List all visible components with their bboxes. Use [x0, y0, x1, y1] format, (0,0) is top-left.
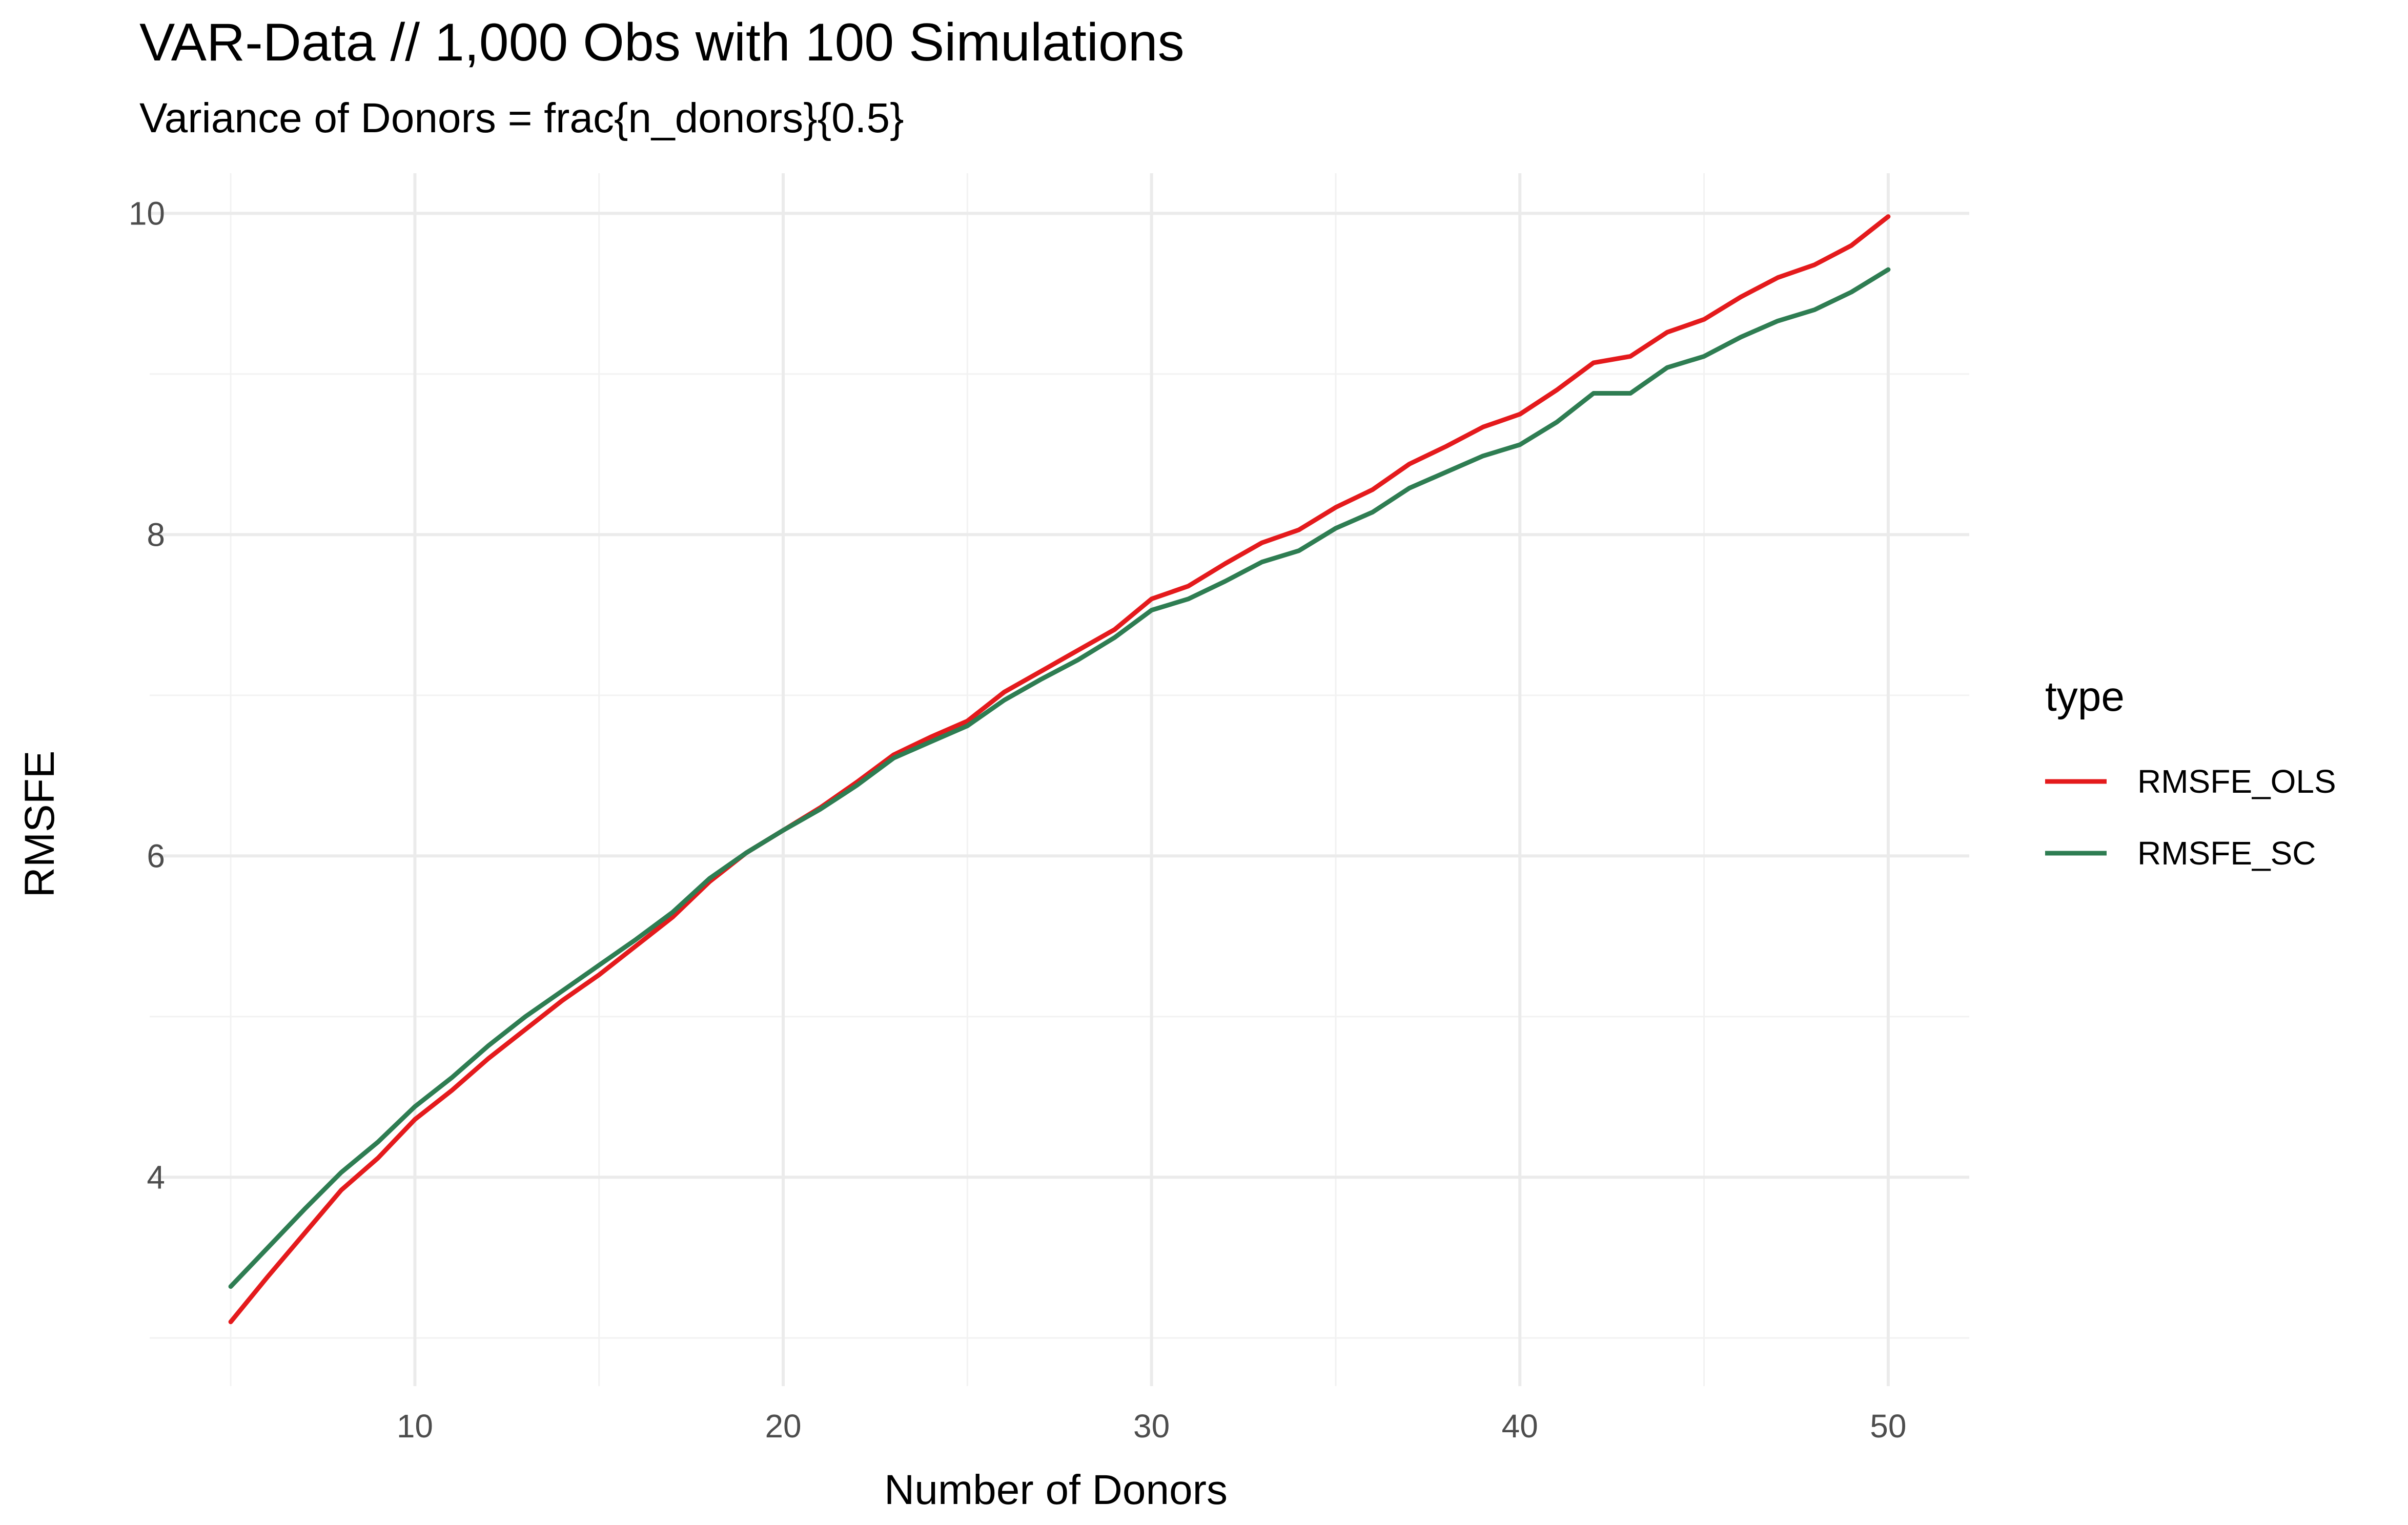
x-tick-label: 20: [765, 1408, 801, 1445]
x-tick-label: 50: [1870, 1408, 1906, 1445]
chart-subtitle: Variance of Donors = frac{n_donors}{0.5}: [139, 95, 904, 141]
y-tick-label: 4: [147, 1159, 165, 1196]
grid: [150, 173, 1969, 1386]
legend-label-rmsfe-sc: RMSFE_SC: [2137, 835, 2316, 872]
x-axis-ticks: 10 20 30 40 50: [397, 1408, 1907, 1445]
y-tick-label: 6: [147, 837, 165, 874]
y-tick-label: 10: [129, 195, 165, 232]
x-tick-label: 40: [1502, 1408, 1538, 1445]
x-axis-title: Number of Donors: [884, 1467, 1228, 1513]
y-axis-title: RMSFE: [16, 751, 63, 898]
legend-title: type: [2045, 673, 2125, 720]
x-tick-label: 10: [397, 1408, 433, 1445]
series-lines: [228, 214, 1891, 1325]
chart-title: VAR-Data // 1,000 Obs with 100 Simulatio…: [139, 13, 1185, 72]
legend: type RMSFE_OLS RMSFE_SC: [2045, 673, 2336, 872]
x-tick-label: 30: [1133, 1408, 1170, 1445]
legend-label-rmsfe-ols: RMSFE_OLS: [2137, 763, 2336, 800]
y-axis-ticks: 4 6 8 10: [129, 195, 165, 1196]
y-tick-label: 8: [147, 516, 165, 553]
series-line-rmsfe-sc: [228, 267, 1891, 1289]
series-line-rmsfe-ols: [228, 214, 1891, 1325]
